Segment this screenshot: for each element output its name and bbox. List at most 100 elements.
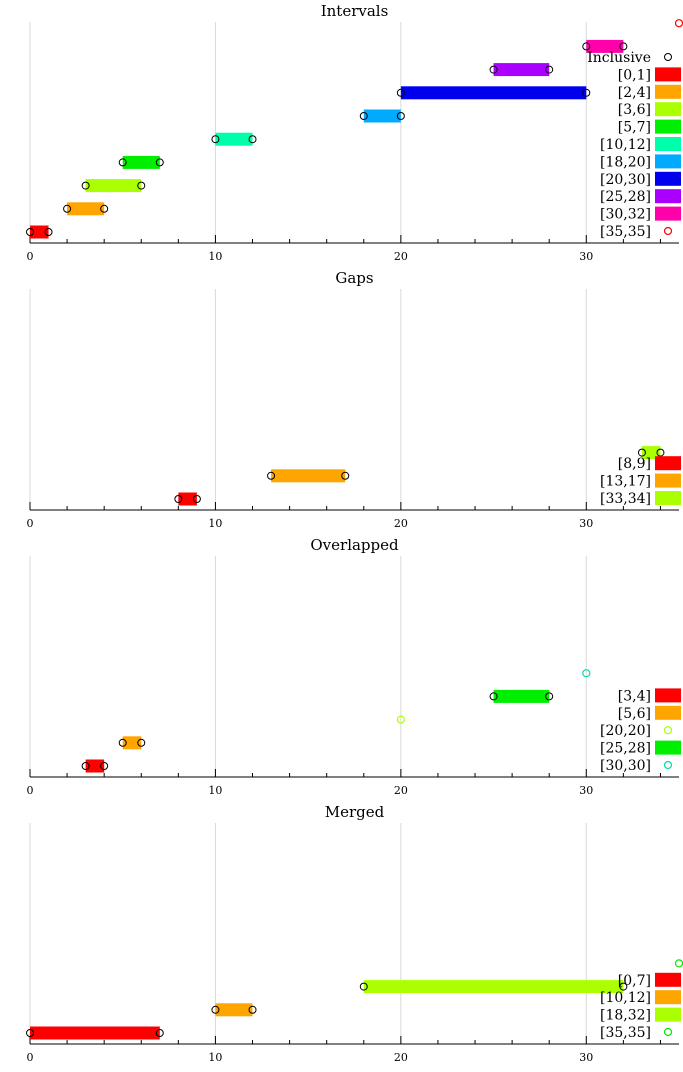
interval-end-marker xyxy=(341,471,350,480)
interval-bar xyxy=(67,202,105,216)
legend-header-marker xyxy=(664,53,672,61)
interval-start-marker xyxy=(211,1005,220,1014)
legend-swatch xyxy=(655,171,681,186)
interval-start-marker xyxy=(26,228,34,236)
interval-start-marker xyxy=(211,135,220,144)
interval-start-marker xyxy=(359,112,368,120)
interval-bar xyxy=(400,86,587,100)
chart-panel-4: Merged 0 10 20 30 [0,7][10,12] [18,32][35,35] xyxy=(26,803,683,1064)
interval-start-marker xyxy=(81,181,90,190)
interval-end-marker xyxy=(545,692,554,701)
legend-label: [25,28] xyxy=(600,741,651,757)
legend-swatch xyxy=(655,456,681,471)
interval-start-marker xyxy=(489,692,498,701)
legend-swatch xyxy=(655,491,681,505)
x-tick-label: 0 xyxy=(27,784,34,797)
interval-start-marker xyxy=(582,42,591,51)
interval-bar xyxy=(85,179,142,193)
x-tick-label: 30 xyxy=(579,517,593,530)
interval-bar xyxy=(215,132,253,146)
interval-start-marker xyxy=(267,471,276,480)
interval-end-marker xyxy=(582,88,591,97)
interval-start-marker xyxy=(63,204,72,213)
legend-swatch xyxy=(655,688,681,703)
x-tick-label: 20 xyxy=(394,784,408,797)
chart-title: Intervals xyxy=(321,2,389,20)
legend-point-marker xyxy=(663,760,673,770)
chart-panel-2: Gaps 0 10 20 30 [8,9] [13,17][33,34] xyxy=(27,269,681,530)
chart-title: Overlapped xyxy=(310,536,399,554)
legend-label: [2,4] xyxy=(618,85,651,101)
legend-swatch xyxy=(655,473,681,488)
interval-end-marker xyxy=(192,495,201,503)
legend-header: Inclusive xyxy=(587,50,651,66)
legend-label: [3,6] xyxy=(618,102,651,118)
chart-title: Merged xyxy=(325,803,385,821)
legend-point-marker xyxy=(663,226,673,236)
chart-panel-1: Intervals 0 10 20 30 [0,1] [2,4][3,6] [5,7][10,… xyxy=(26,2,683,263)
x-tick-label: 30 xyxy=(579,784,593,797)
interval-bar xyxy=(271,469,346,483)
legend-label: [30,32] xyxy=(600,207,651,223)
interval-end-marker xyxy=(396,112,405,120)
x-tick-label: 0 xyxy=(27,1051,34,1064)
interval-bar xyxy=(363,109,401,123)
x-tick-label: 10 xyxy=(208,784,222,797)
legend-swatch xyxy=(655,154,681,169)
interval-start-marker xyxy=(174,495,183,503)
interval-bar xyxy=(30,1026,160,1040)
legend-point-marker xyxy=(663,726,673,735)
legend-label: [33,34] xyxy=(600,491,651,507)
x-tick-label: 0 xyxy=(27,250,34,263)
interval-start-marker xyxy=(118,158,127,167)
interval-end-marker xyxy=(155,158,164,167)
legend-label: [13,17] xyxy=(600,474,651,490)
legend-swatch xyxy=(655,705,681,720)
interval-end-marker xyxy=(155,1029,164,1037)
x-tick-label: 0 xyxy=(27,517,34,530)
legend-label: [20,20] xyxy=(600,723,651,739)
interval-bar xyxy=(215,1003,253,1017)
interval-start-marker xyxy=(26,1029,34,1037)
legend-label: [18,32] xyxy=(600,1008,651,1024)
legend-label: [18,20] xyxy=(600,154,651,170)
interval-bar xyxy=(586,39,624,53)
interval-bar xyxy=(122,155,160,169)
legend-point-marker xyxy=(663,1027,673,1037)
chart-panel-3: Overlapped 0 10 20 30 [3,4] [5,6][20,20] [25,28… xyxy=(27,536,681,797)
interval-end-marker xyxy=(248,135,257,144)
legend-swatch xyxy=(655,67,681,82)
interval-point-marker xyxy=(582,669,591,678)
legend-swatch xyxy=(655,189,681,204)
interval-end-marker xyxy=(656,448,665,457)
legend-swatch xyxy=(655,1007,681,1022)
legend-swatch xyxy=(655,740,681,755)
interval-bar xyxy=(85,759,105,773)
legend-swatch xyxy=(655,137,681,151)
x-tick-label: 20 xyxy=(394,517,408,530)
interval-point-marker xyxy=(396,715,405,724)
legend-label: [0,1] xyxy=(618,67,651,83)
legend-label: [20,30] xyxy=(600,172,651,188)
x-tick-label: 30 xyxy=(579,1051,593,1064)
interval-end-marker xyxy=(137,181,146,190)
legend-label: [10,12] xyxy=(600,990,651,1006)
legend-swatch xyxy=(655,102,681,117)
interval-start-marker xyxy=(118,738,127,747)
x-tick-label: 10 xyxy=(208,517,222,530)
legend-label: [5,7] xyxy=(618,120,651,136)
interval-end-marker xyxy=(619,42,628,51)
interval-end-marker xyxy=(44,228,53,236)
chart-title: Gaps xyxy=(335,269,373,287)
x-tick-label: 10 xyxy=(208,1051,222,1064)
interval-start-marker xyxy=(359,982,368,991)
interval-bar xyxy=(122,736,142,750)
legend-label: [10,12] xyxy=(600,137,651,153)
interval-bar xyxy=(363,980,624,994)
interval-bar xyxy=(493,689,550,703)
legend-swatch xyxy=(655,972,681,987)
interval-end-marker xyxy=(100,762,109,770)
legend-label: [30,30] xyxy=(600,758,651,774)
